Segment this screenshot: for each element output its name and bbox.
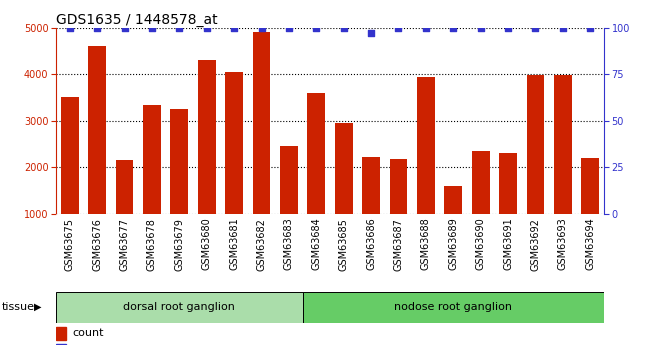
Bar (362, 157, 380, 214)
Point (284, 25, 294, 30)
Text: GSM63678: GSM63678 (147, 218, 157, 270)
Point (558, 25, 568, 30)
Bar (225, 72, 243, 214)
Bar (499, 153, 517, 214)
Point (201, 25, 212, 30)
Point (147, 25, 157, 30)
Bar (417, 77, 435, 214)
Bar (56, 327, 66, 340)
Bar (198, 60, 216, 214)
Text: GSM63690: GSM63690 (476, 218, 486, 270)
Text: GSM63680: GSM63680 (202, 218, 212, 270)
Text: GSM63675: GSM63675 (65, 218, 75, 271)
Text: GSM63676: GSM63676 (92, 218, 102, 270)
Point (448, 25, 459, 30)
Text: dorsal root ganglion: dorsal root ganglion (123, 302, 236, 312)
Bar (56, 344, 66, 345)
Text: count: count (73, 328, 104, 338)
Point (420, 25, 431, 30)
Bar (115, 160, 133, 214)
Point (339, 25, 349, 30)
Text: tissue: tissue (1, 302, 34, 312)
Point (530, 25, 541, 30)
Point (92, 25, 102, 30)
Text: GSM63691: GSM63691 (503, 218, 513, 270)
Text: GSM63684: GSM63684 (312, 218, 321, 270)
Point (229, 25, 240, 30)
Text: GSM63688: GSM63688 (421, 218, 431, 270)
Text: nodose root ganglion: nodose root ganglion (394, 302, 512, 312)
Bar (335, 123, 352, 214)
Text: GSM63689: GSM63689 (448, 218, 458, 270)
Point (366, 30, 376, 36)
Bar (308, 93, 325, 214)
Bar (554, 75, 572, 214)
Point (65, 25, 75, 30)
Text: ▶: ▶ (34, 302, 42, 312)
Bar (389, 159, 407, 214)
Bar (444, 186, 462, 214)
Text: GSM63682: GSM63682 (257, 218, 267, 270)
Bar (56, 292, 302, 323)
Point (174, 25, 185, 30)
Bar (280, 146, 298, 214)
Text: GSM63685: GSM63685 (339, 218, 348, 270)
Point (311, 25, 321, 30)
Bar (472, 150, 490, 214)
Bar (581, 158, 599, 214)
Text: GSM63681: GSM63681 (229, 218, 239, 270)
Text: GSM63694: GSM63694 (585, 218, 595, 270)
Bar (88, 46, 106, 214)
Bar (302, 292, 604, 323)
Bar (253, 32, 271, 214)
Point (475, 25, 486, 30)
Text: GSM63692: GSM63692 (531, 218, 541, 270)
Point (585, 25, 595, 30)
Text: GSM63683: GSM63683 (284, 218, 294, 270)
Bar (527, 75, 544, 214)
Bar (61, 97, 79, 214)
Text: GSM63693: GSM63693 (558, 218, 568, 270)
Text: GSM63677: GSM63677 (119, 218, 129, 271)
Point (393, 25, 404, 30)
Text: GDS1635 / 1448578_at: GDS1635 / 1448578_at (56, 12, 218, 27)
Point (119, 25, 130, 30)
Point (503, 25, 513, 30)
Text: GSM63679: GSM63679 (174, 218, 184, 270)
Text: GSM63686: GSM63686 (366, 218, 376, 270)
Text: GSM63687: GSM63687 (393, 218, 403, 270)
Bar (143, 105, 161, 214)
Point (256, 25, 267, 30)
Bar (170, 109, 188, 214)
